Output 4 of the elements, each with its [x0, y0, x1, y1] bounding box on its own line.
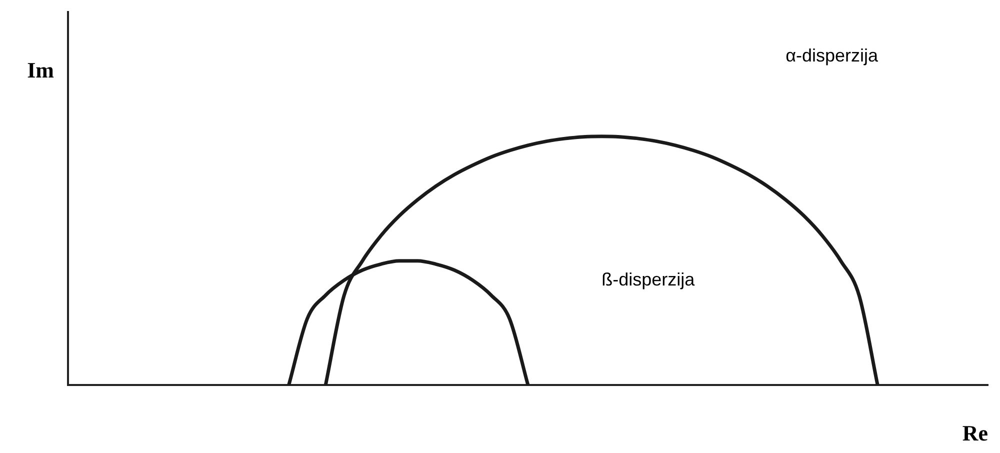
x-axis-title: Re: [962, 420, 988, 446]
text: α-disperzija: [786, 46, 880, 66]
y-axis-title: Im: [27, 58, 54, 83]
annotation: ß-disperzija: [602, 270, 696, 290]
